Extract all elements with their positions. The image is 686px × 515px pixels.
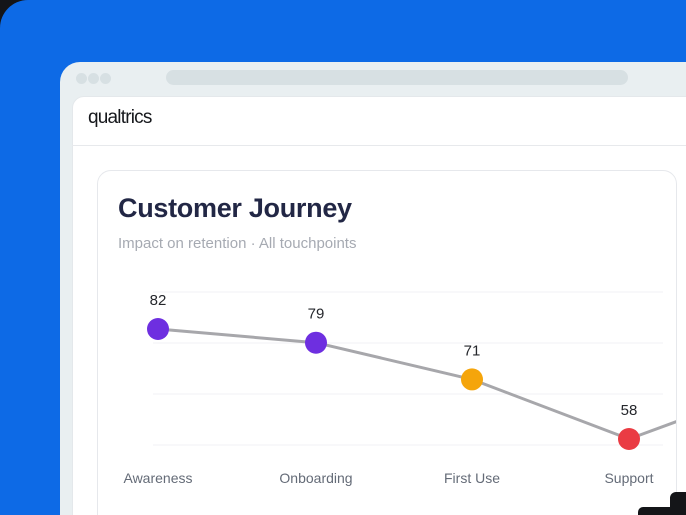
card-subtitle: Impact on retention · All touchpoints: [118, 235, 357, 252]
data-point-first-use: [461, 368, 483, 391]
data-point-awareness: [147, 318, 169, 340]
value-label: 71: [464, 342, 481, 359]
category-label: Support: [604, 470, 653, 486]
card-title: Customer Journey: [118, 193, 352, 223]
qualtrics-logo: qualtrics: [88, 107, 152, 128]
category-label: Onboarding: [279, 470, 352, 486]
traffic-light-dot-icon[interactable]: [88, 73, 99, 84]
corner-cutout: [638, 507, 686, 515]
traffic-light-dot-icon[interactable]: [76, 73, 87, 84]
data-point-support: [618, 428, 640, 450]
site-header: [72, 96, 686, 146]
line-chart: 82 Awareness 79 Onboarding 71 First Use 58 Supp…: [123, 291, 676, 486]
category-label: Awareness: [123, 470, 192, 486]
traffic-light-dot-icon[interactable]: [100, 73, 111, 84]
category-label: First Use: [444, 470, 500, 486]
value-label: 79: [308, 306, 325, 323]
chart-card: Customer Journey Impact on retention · A…: [97, 170, 677, 515]
url-bar[interactable]: [166, 70, 628, 85]
trend-line: [156, 327, 676, 441]
data-point-onboarding: [305, 331, 327, 354]
value-label: 58: [621, 402, 638, 419]
value-label: 82: [150, 292, 167, 309]
